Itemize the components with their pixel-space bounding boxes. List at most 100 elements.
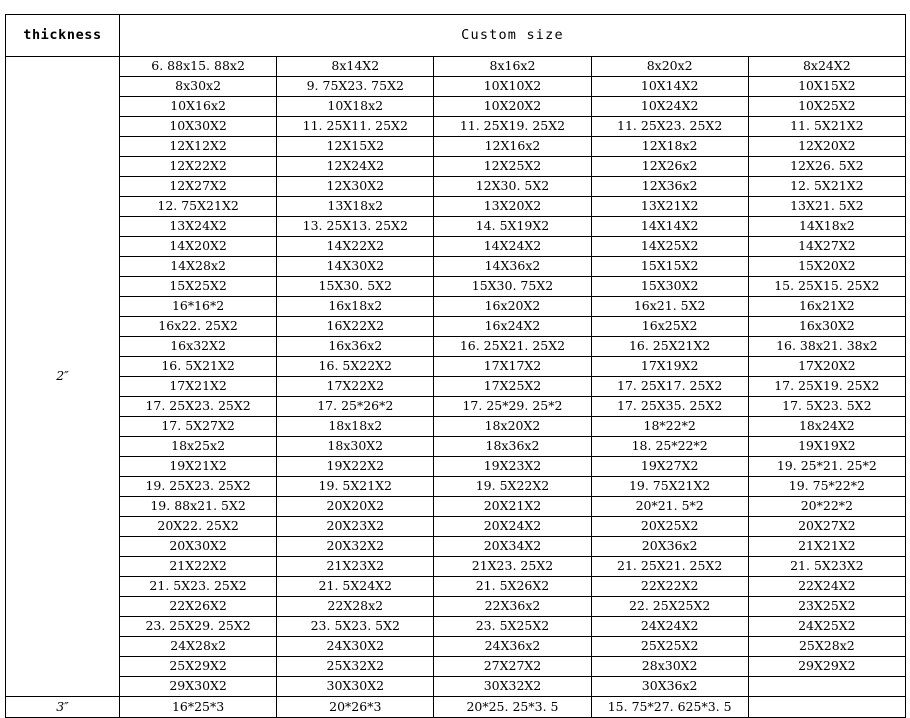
- table-row: 21X22X2 21X23X2 21X23. 25X2 21. 25X21. 25X2…: [6, 556, 906, 577]
- size-cell: 19. 25*21. 25*2: [747, 456, 906, 477]
- size-cell: 16X22X2: [276, 316, 435, 337]
- table-row: 16*16*2 16x18x2 16x20X2 16x21. 5X2 16x21X2: [6, 296, 906, 317]
- table-row: 16. 5X21X2 16. 5X22X2 17X17X2 17X19X2 17X20X…: [6, 356, 906, 377]
- size-cell: 14X27X2: [747, 236, 906, 257]
- size-cell: 21X23. 25X2: [433, 556, 592, 577]
- table-row: 19X21X2 19X22X2 19X23X2 19X27X2 19. 25*21. 2…: [6, 456, 906, 477]
- size-cell: 17. 25X23. 25X2: [118, 396, 278, 417]
- size-cell: 13X18x2: [276, 196, 435, 217]
- table-row: 13X24X2 13. 25X13. 25X2 14. 5X19X2 14X14X2 1…: [6, 216, 906, 237]
- size-cell: 21. 5X26X2: [433, 576, 592, 597]
- size-cell: 16x30X2: [747, 316, 906, 337]
- table-header-row: thickness Custom size: [5, 14, 906, 57]
- size-cell: 18x24X2: [747, 416, 906, 437]
- table-row: 20X30X2 20X32X2 20X34X2 20X36x2 21X21X2: [6, 536, 906, 557]
- size-cell: 20*22*2: [747, 496, 906, 517]
- size-cell: 24X28x2: [118, 636, 278, 657]
- size-cell: 12X25X2: [433, 156, 592, 177]
- size-cell: 23. 25X29. 25X2: [118, 616, 278, 637]
- size-cell: 17X19X2: [590, 356, 749, 377]
- size-cell: 12X26x2: [590, 156, 749, 177]
- size-cell: 19X21X2: [118, 456, 278, 477]
- size-cell: 25X32X2: [276, 656, 435, 677]
- size-cell: 17. 5X23. 5X2: [747, 396, 906, 417]
- size-cell: 20X23X2: [276, 516, 435, 537]
- size-cell: 13X21. 5X2: [747, 196, 906, 217]
- table-row: 10X16x2 10X18x2 10X20X2 10X24X2 10X25X2: [6, 96, 906, 117]
- size-cell: 19X19X2: [747, 436, 906, 457]
- size-cell: 10X16x2: [118, 96, 278, 117]
- size-cell: 14X22X2: [276, 236, 435, 257]
- table-row: 19. 25X23. 25X2 19. 5X21X2 19. 5X22X2 19. 7…: [6, 476, 906, 497]
- size-cell: 8x20x2: [590, 56, 749, 77]
- size-cell: 20X22. 25X2: [118, 516, 278, 537]
- size-cell: 21. 5X24X2: [276, 576, 435, 597]
- size-cell: 17X17X2: [433, 356, 592, 377]
- table-row: 20X22. 25X2 20X23X2 20X24X2 20X25X2 20X27X2: [6, 516, 906, 537]
- size-cell: 18x20X2: [433, 416, 592, 437]
- size-cell: 17. 5X27X2: [118, 416, 278, 437]
- size-cell: 24X25X2: [747, 616, 906, 637]
- size-cell: 20X24X2: [433, 516, 592, 537]
- size-cell: 17. 25*26*2: [276, 396, 435, 417]
- table-row: 19. 88x21. 5X2 20X20X2 20X21X2 20*21. 5*2 20…: [6, 496, 906, 517]
- size-cell: 25X29X2: [118, 656, 278, 677]
- size-cell: 16x24X2: [433, 316, 592, 337]
- size-cell: 28x30X2: [590, 656, 749, 677]
- size-cell: 12X27X2: [118, 176, 278, 197]
- size-cell: 16*16*2: [118, 296, 278, 317]
- size-cell: 20X32X2: [276, 536, 435, 557]
- size-cell: 6. 88x15. 88x2: [118, 56, 278, 77]
- size-cell: 11. 5X21X2: [747, 116, 906, 137]
- size-cell: 14X18x2: [747, 216, 906, 237]
- size-cell: 16. 25X21. 25X2: [433, 336, 592, 357]
- table-header: thickness Custom size: [5, 14, 906, 57]
- table-body: 2″ 6. 88x15. 88x2 8x14X2 8x16x2 8x20x2 8x24X2…: [5, 56, 906, 718]
- size-cell: 16x22. 25X2: [118, 316, 278, 337]
- table-row: 12X27X2 12X30X2 12X30. 5X2 12X36x2 12. 5X21X…: [6, 176, 906, 197]
- size-cell: 12X24X2: [276, 156, 435, 177]
- table-row: 12X12X2 12X15X2 12X16x2 12X18x2 12X20X2: [6, 136, 906, 157]
- size-cell: 14X20X2: [118, 236, 278, 257]
- size-cell: 14X28x2: [118, 256, 278, 277]
- size-cell: 19. 5X21X2: [276, 476, 435, 497]
- size-cell: 13X20X2: [433, 196, 592, 217]
- size-cell: 20*21. 5*2: [590, 496, 749, 517]
- size-cell: 15. 25X15. 25X2: [747, 276, 906, 297]
- size-cell: 20X27X2: [747, 516, 906, 537]
- size-cell: 15X15X2: [590, 256, 749, 277]
- size-cell: 18. 25*22*2: [590, 436, 749, 457]
- size-cell: 18x18x2: [276, 416, 435, 437]
- table-row: 25X29X2 25X32X2 27X27X2 28x30X2 29X29X2: [6, 656, 906, 677]
- size-cell: 19. 5X22X2: [433, 476, 592, 497]
- size-cell: 12X18x2: [590, 136, 749, 157]
- size-cell: 9. 75X23. 75X2: [276, 76, 435, 97]
- size-cell: 25X25X2: [590, 636, 749, 657]
- size-cell: 17. 25X35. 25X2: [590, 396, 749, 417]
- size-cell: 19. 88x21. 5X2: [118, 496, 278, 517]
- size-cell: 15X20X2: [747, 256, 906, 277]
- size-cell: 18x25x2: [118, 436, 278, 457]
- table-row: 18x25x2 18x30X2 18x36x2 18. 25*22*2 19X19X2: [6, 436, 906, 457]
- size-cell: 12X15X2: [276, 136, 435, 157]
- size-cell: 29X29X2: [747, 656, 906, 677]
- size-cell: 23. 5X23. 5X2: [276, 616, 435, 637]
- table-row: 12. 75X21X2 13X18x2 13X20X2 13X21X2 13X21. 5…: [6, 196, 906, 217]
- size-cell: 17X21X2: [118, 376, 278, 397]
- size-cell: 10X14X2: [590, 76, 749, 97]
- size-cell: 20X36x2: [590, 536, 749, 557]
- size-cell: 21. 5X23. 25X2: [118, 576, 278, 597]
- size-cell: 15X25X2: [118, 276, 278, 297]
- size-cell: 11. 25X19. 25X2: [433, 116, 592, 137]
- header-custom-size: Custom size: [119, 14, 906, 57]
- size-cell: 10X24X2: [590, 96, 749, 117]
- size-cell: 25X28x2: [747, 636, 906, 657]
- size-cell: 20X30X2: [118, 536, 278, 557]
- table-row: 15X25X2 15X30. 5X2 15X30. 75X2 15X30X2 15. 2…: [6, 276, 906, 297]
- size-cell: 30X32X2: [433, 676, 592, 697]
- table-row: 24X28x2 24X30X2 24X36x2 25X25X2 25X28x2: [6, 636, 906, 657]
- table-row: 21. 5X23. 25X2 21. 5X24X2 21. 5X26X2 22X22X…: [6, 576, 906, 597]
- size-cell: 16x25X2: [590, 316, 749, 337]
- table-row: 8x30x2 9. 75X23. 75X2 10X10X2 10X14X2 10X15X…: [6, 76, 906, 97]
- size-cell: 14X25X2: [590, 236, 749, 257]
